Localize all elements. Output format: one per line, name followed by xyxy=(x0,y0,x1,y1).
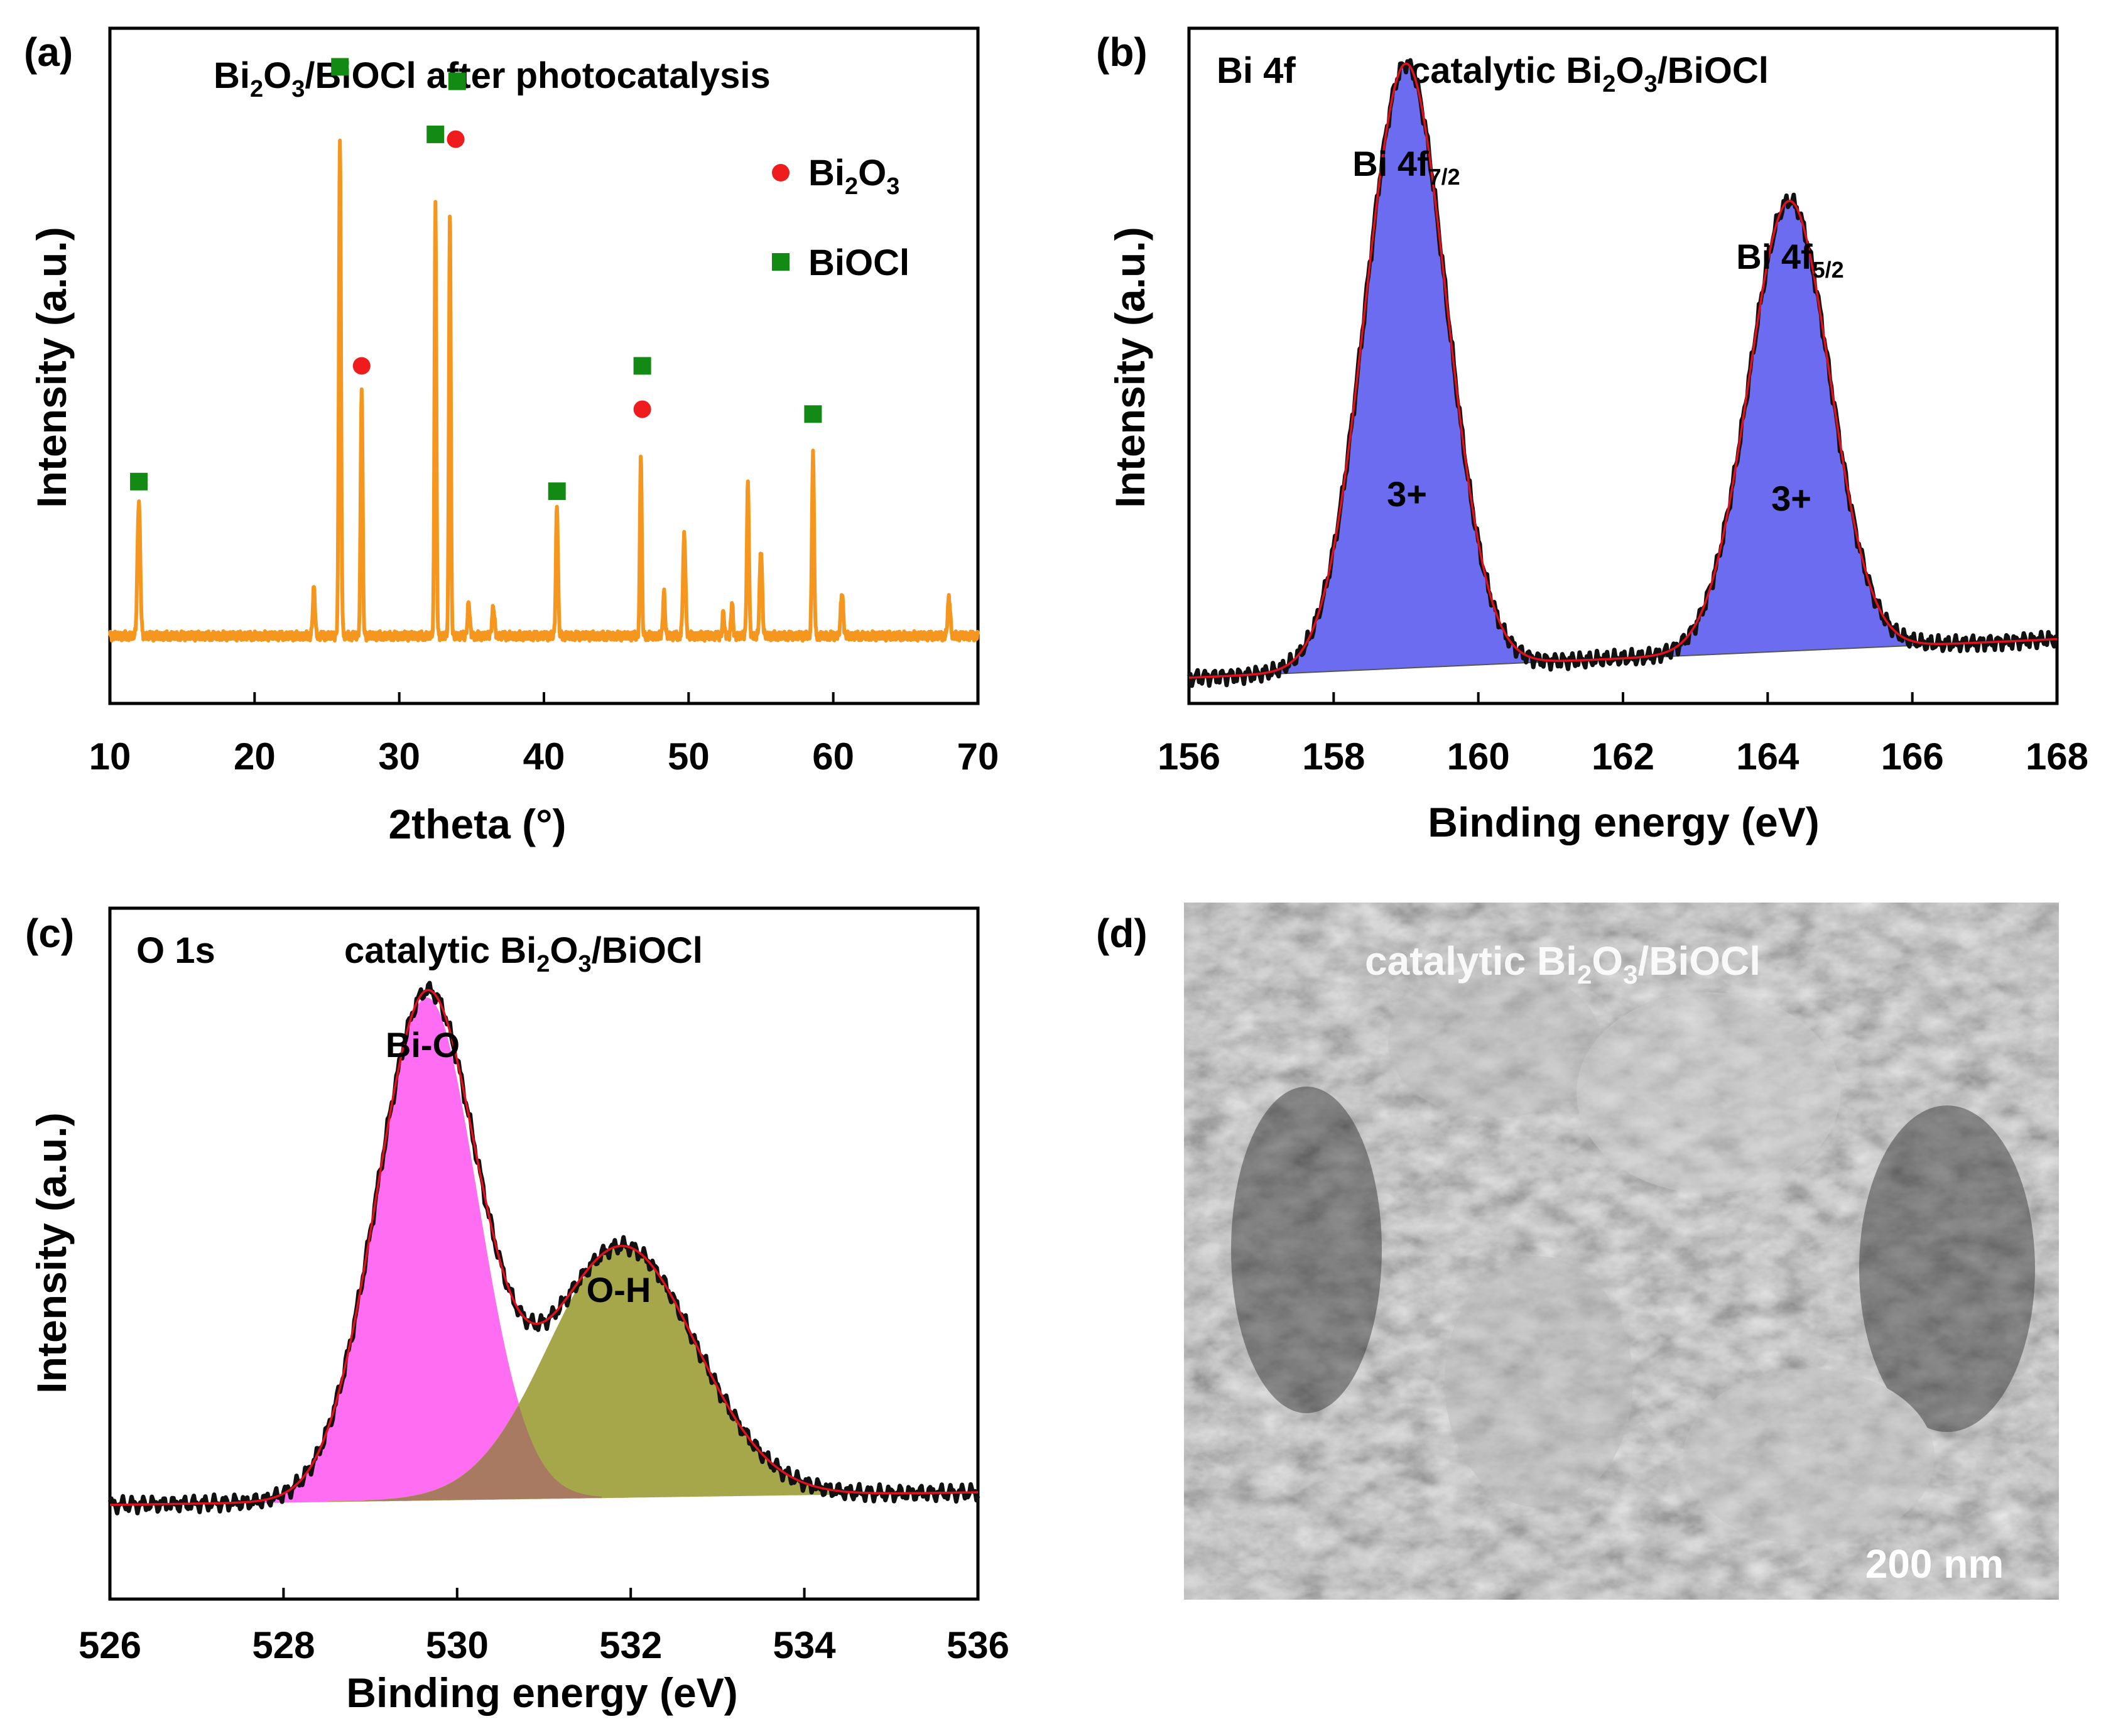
panel-b-frame xyxy=(1187,26,2059,705)
panel-b-sample: catalytic Bi2O3/BiOCl xyxy=(1410,50,1769,97)
b-envelope-fit-line xyxy=(1188,62,2058,679)
bi2o3-peak-marker xyxy=(447,130,465,148)
peak-label-bi4f52: Bi 4f5/2 xyxy=(1736,237,1843,283)
bi2o3-peak-marker xyxy=(352,357,371,375)
panel-b: (b) Bi 4f catalytic Bi2O3/BiOCl 156 158 16… xyxy=(1096,26,2088,845)
biocl-peak-marker xyxy=(633,357,651,375)
biocl-peak-marker xyxy=(331,58,349,76)
panel-c-region: O 1s xyxy=(136,930,215,971)
component-overlap-fill xyxy=(364,1406,602,1502)
x-tick-label: 530 xyxy=(426,1624,489,1666)
x-tick-label: 20 xyxy=(234,735,276,778)
sem-flake-cluster xyxy=(1683,1369,1935,1545)
panel-c-x-label: Binding energy (eV) xyxy=(346,1669,737,1716)
panel-c-y-label: Intensity (a.u.) xyxy=(28,1112,75,1393)
component-label-bi-o: Bi-O xyxy=(386,1025,460,1065)
panel-b-y-label: Intensity (a.u.) xyxy=(1107,227,1153,507)
scale-bar-label: 200 nm xyxy=(1865,1541,2004,1587)
oxidation-state-label: 3+ xyxy=(1771,479,1811,518)
panel-a: (a) Bi2O3/BiOCl after photocatalysis Bi2… xyxy=(24,26,999,847)
panel-c-label: (c) xyxy=(25,911,74,956)
sem-micrograph xyxy=(1184,903,2059,1600)
panel-c-x-ticks: 526 528 530 532 534 536 xyxy=(79,1588,1009,1666)
biocl-peak-marker xyxy=(548,482,566,501)
panel-b-x-label: Binding energy (eV) xyxy=(1428,799,1819,845)
biocl-peak-marker xyxy=(804,405,822,423)
panel-c: (c) O 1s catalytic Bi2O3/BiOCl 526 528 530… xyxy=(25,906,1009,1716)
sem-flake-cluster xyxy=(1388,967,1602,1118)
biocl-peak-marker xyxy=(448,72,466,90)
panel-a-y-label: Intensity (a.u.) xyxy=(28,227,75,507)
x-tick-label: 156 xyxy=(1158,735,1220,778)
panel-b-region: Bi 4f xyxy=(1217,50,1296,91)
c-envelope-fit-line xyxy=(110,989,978,1506)
x-tick-label: 60 xyxy=(812,735,854,778)
biocl-peak-marker xyxy=(130,472,148,491)
x-tick-label: 532 xyxy=(599,1624,662,1666)
x-tick-label: 158 xyxy=(1302,735,1365,778)
panel-a-x-ticks: 10 20 30 40 50 60 70 xyxy=(89,692,999,778)
b-raw-data-line xyxy=(1186,58,2059,688)
sem-shadow xyxy=(1231,1087,1382,1413)
panel-a-title: Bi2O3/BiOCl after photocatalysis xyxy=(214,55,771,102)
biocl-peak-marker xyxy=(426,125,445,143)
panel-c-sample: catalytic Bi2O3/BiOCl xyxy=(344,930,703,977)
panel-d: (d) catalytic Bi2O3/BiOCl 200 xyxy=(1096,903,2059,1607)
x-tick-label: 40 xyxy=(523,735,565,778)
panel-d-label: (d) xyxy=(1096,911,1148,956)
panel-a-x-label: 2theta (°) xyxy=(388,801,566,847)
legend-bi2o3-marker xyxy=(772,164,790,182)
panel-b-x-ticks: 156 158 160 162 164 166 168 xyxy=(1158,692,2088,778)
x-tick-label: 10 xyxy=(89,735,131,778)
xrd-pattern-line xyxy=(108,138,980,643)
panel-a-label: (a) xyxy=(24,30,73,75)
x-tick-label: 50 xyxy=(668,735,710,778)
sem-flake-cluster xyxy=(1445,1256,1633,1507)
x-tick-label: 164 xyxy=(1736,735,1799,778)
x-tick-label: 528 xyxy=(252,1624,315,1666)
x-tick-label: 70 xyxy=(957,735,999,778)
x-tick-label: 166 xyxy=(1881,735,1944,778)
sem-flake-texture xyxy=(1231,967,2035,1545)
sem-shadow xyxy=(1859,1105,2035,1432)
panel-a-phase-markers xyxy=(130,58,822,501)
x-tick-label: 534 xyxy=(773,1624,837,1666)
oxidation-state-label: 3+ xyxy=(1387,474,1427,514)
panel-c-frame xyxy=(108,906,980,1601)
scale-bar xyxy=(1833,1600,2037,1607)
panel-a-legend: Bi2O3 BiOCl xyxy=(772,153,909,283)
x-tick-label: 536 xyxy=(947,1624,1009,1666)
panel-d-sample-label: catalytic Bi2O3/BiOCl xyxy=(1365,938,1761,989)
component-label-o-h: O-H xyxy=(587,1270,651,1310)
c-raw-data-line xyxy=(107,980,980,1516)
bi2o3-peak-marker xyxy=(633,400,651,418)
legend-bi2o3-label: Bi2O3 xyxy=(808,153,899,200)
x-tick-label: 168 xyxy=(2026,735,2088,778)
panel-a-frame xyxy=(108,26,980,705)
legend-biocl-label: BiOCl xyxy=(808,242,909,283)
x-tick-label: 30 xyxy=(378,735,420,778)
x-tick-label: 162 xyxy=(1592,735,1654,778)
x-tick-label: 160 xyxy=(1447,735,1510,778)
legend-biocl-marker xyxy=(772,253,790,271)
x-tick-label: 526 xyxy=(79,1624,141,1666)
panel-b-label: (b) xyxy=(1096,30,1148,75)
sem-flake-cluster xyxy=(1577,992,1840,1193)
peak-label-bi4f72: Bi 4f7/2 xyxy=(1352,144,1460,190)
